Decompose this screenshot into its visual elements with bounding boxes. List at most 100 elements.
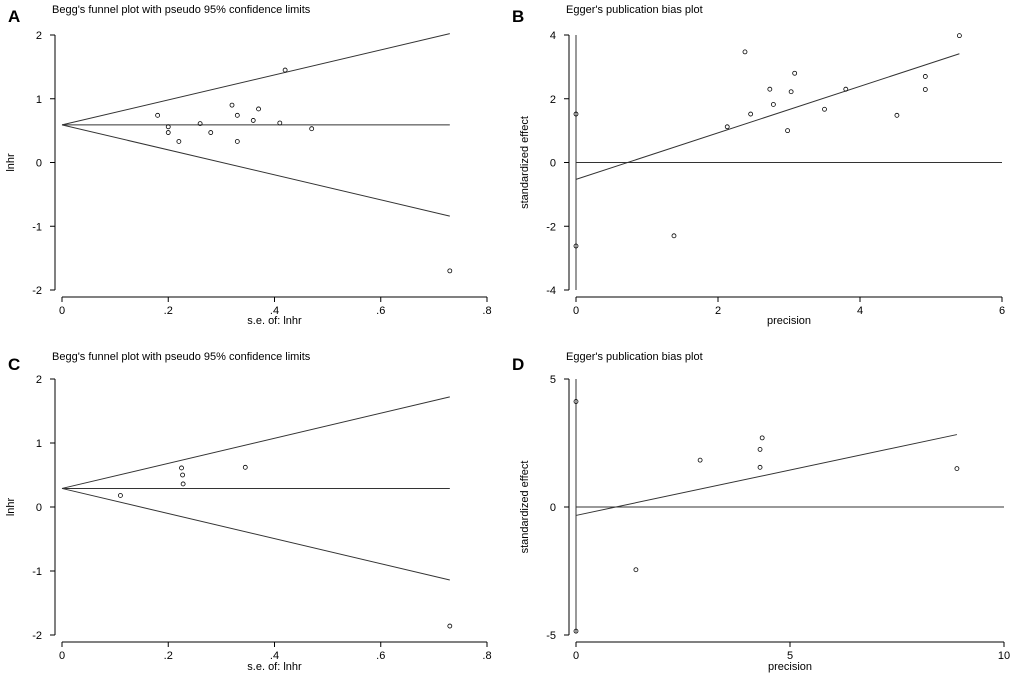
data-point <box>242 464 248 470</box>
plot-area: -2 -1 0 1 2 0 .2 .4 .6 .8 <box>32 30 491 317</box>
x-axis-label: precision <box>767 315 811 327</box>
data-point <box>922 74 928 79</box>
data-point <box>208 130 214 135</box>
y-tick-label: 2 <box>36 374 42 386</box>
x-tick-label: .6 <box>376 305 385 317</box>
data-point <box>176 139 182 144</box>
data-point <box>633 567 639 573</box>
data-point <box>922 87 928 92</box>
data-point <box>785 128 790 134</box>
data-point <box>180 472 185 478</box>
x-axis-label: s.e. of: lnhr <box>247 661 302 673</box>
panel-b-egger-bias-plot: B Egger's publication bias plot standard… <box>512 4 1005 327</box>
data-point <box>757 464 763 470</box>
data-point <box>250 118 256 123</box>
data-point <box>757 447 763 452</box>
chart-title: Egger's publication bias plot <box>566 4 703 16</box>
x-tick-label: 2 <box>715 305 721 317</box>
y-axis-label-group: standardized effect <box>519 116 531 209</box>
y-axis-label: lnhr <box>5 153 17 172</box>
data-point <box>573 399 579 404</box>
panel-label: C <box>8 355 20 374</box>
y-tick-label: -1 <box>32 566 42 578</box>
y-tick-label: 0 <box>550 502 556 514</box>
x-tick-label: 0 <box>573 305 579 317</box>
data-point <box>447 268 453 274</box>
data-point <box>573 243 579 249</box>
data-point <box>165 130 171 135</box>
y-tick-label: 4 <box>550 30 556 42</box>
data-point <box>180 481 186 487</box>
x-tick-label: 0 <box>573 650 579 662</box>
x-axis-label: precision <box>768 661 812 673</box>
y-tick-label: 0 <box>550 158 556 170</box>
data-point <box>697 457 703 463</box>
y-tick-label: -1 <box>32 221 42 233</box>
y-tick-label: 5 <box>550 374 556 386</box>
y-tick-label: -5 <box>546 630 556 642</box>
lower-confidence-limit <box>61 124 450 217</box>
x-tick-label: .4 <box>270 650 279 662</box>
y-tick-label: 0 <box>36 502 42 514</box>
panel-label: A <box>8 7 20 26</box>
x-tick-label: .2 <box>164 650 173 662</box>
data-point <box>759 435 765 441</box>
x-tick-label: 10 <box>998 650 1010 662</box>
y-tick-label: 2 <box>550 94 556 106</box>
data-point <box>748 111 754 117</box>
regression-line <box>575 434 958 516</box>
data-point <box>788 89 794 95</box>
chart-title: Egger's publication bias plot <box>566 351 703 363</box>
data-point <box>954 466 960 472</box>
chart-title: Begg's funnel plot with pseudo 95% confi… <box>52 4 311 16</box>
chart-title: Begg's funnel plot with pseudo 95% confi… <box>52 351 311 363</box>
data-point <box>792 70 798 76</box>
data-point <box>894 112 900 118</box>
x-tick-label: 0 <box>59 305 65 317</box>
y-tick-label: -2 <box>32 630 42 642</box>
panel-a-begg-funnel-plot: A Begg's funnel plot with pseudo 95% con… <box>5 4 492 327</box>
data-point <box>234 139 240 144</box>
panel-label: B <box>512 7 524 26</box>
x-tick-label: .2 <box>164 305 173 317</box>
x-axis-label: s.e. of: lnhr <box>247 315 302 327</box>
data-point <box>229 102 235 108</box>
data-point <box>309 126 315 132</box>
y-axis-label-group: lnhr <box>5 153 17 172</box>
y-axis-label: lnhr <box>5 497 17 516</box>
x-tick-label: .8 <box>482 650 491 662</box>
y-tick-label: 2 <box>36 30 42 42</box>
data-point <box>256 106 261 112</box>
data-point <box>447 623 453 629</box>
x-tick-label: 0 <box>59 650 65 662</box>
y-tick-label: -2 <box>32 285 42 297</box>
data-point <box>179 465 184 471</box>
upper-confidence-limit <box>61 33 450 126</box>
regression-line <box>575 53 960 180</box>
y-tick-label: -4 <box>546 285 556 297</box>
data-point <box>165 124 171 130</box>
data-point <box>118 493 123 498</box>
data-point <box>197 121 203 127</box>
y-axis-label-group: standardized effect <box>519 461 531 554</box>
x-tick-label: 4 <box>857 305 863 317</box>
data-point <box>573 628 579 634</box>
panel-label: D <box>512 355 524 374</box>
data-point <box>822 106 827 112</box>
y-tick-label: 1 <box>36 438 42 450</box>
y-axis-label: standardized effect <box>519 116 531 209</box>
data-point <box>573 111 579 117</box>
x-tick-label: .4 <box>270 305 279 317</box>
x-tick-label: 5 <box>787 650 793 662</box>
plot-area: -4 -2 0 2 4 0 2 4 6 <box>546 30 1005 317</box>
data-point <box>770 102 776 107</box>
y-tick-label: -2 <box>546 221 556 233</box>
x-tick-label: .8 <box>482 305 491 317</box>
lower-confidence-limit <box>61 487 450 581</box>
data-point <box>767 86 773 92</box>
data-point <box>742 49 748 55</box>
plot-area: -5 0 5 0 5 10 <box>546 374 1010 662</box>
data-point <box>277 120 283 126</box>
panel-d-egger-bias-plot: D Egger's publication bias plot standard… <box>512 351 1010 673</box>
data-point <box>282 67 288 73</box>
